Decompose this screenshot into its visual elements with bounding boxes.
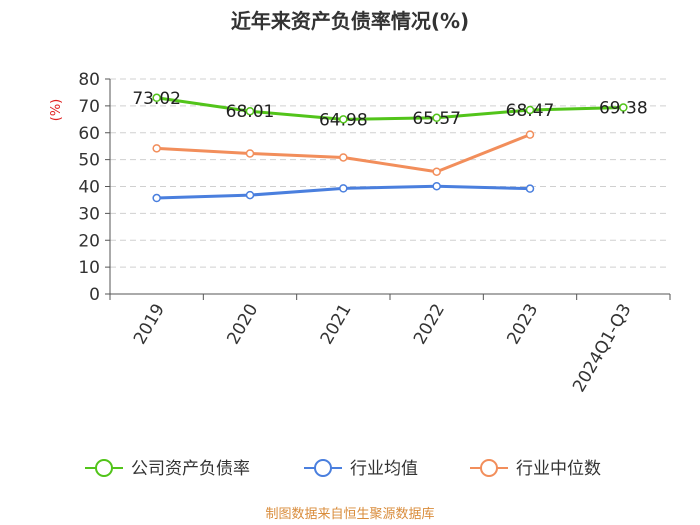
legend-item[interactable]: 公司资产负债率 xyxy=(85,459,250,479)
x-tick-label: 2022 xyxy=(410,301,449,348)
y-tick-label: 60 xyxy=(78,124,100,144)
legend[interactable]: 公司资产负债率 行业均值 行业中位数 xyxy=(85,459,601,479)
data-labels: 73.02 68.01 64.98 65.57 68.47 69.38 xyxy=(132,89,647,131)
y-tick-label: 50 xyxy=(78,151,100,171)
source-note: 制图数据来自恒生聚源数据库 xyxy=(265,506,434,522)
data-point xyxy=(339,153,348,162)
x-tick-label: 2019 xyxy=(130,301,169,348)
legend-label: 公司资产负债率 xyxy=(131,459,250,479)
legend-item[interactable]: 行业中位数 xyxy=(470,459,601,479)
data-point xyxy=(245,149,255,158)
data-point xyxy=(152,93,161,103)
data-label: 68.47 xyxy=(506,101,555,121)
data-label: 64.98 xyxy=(319,110,368,130)
data-point xyxy=(152,193,161,203)
series-group xyxy=(152,93,628,203)
data-label: 68.01 xyxy=(226,102,275,122)
y-tick-label: 30 xyxy=(78,204,100,224)
series-line xyxy=(156,96,624,121)
data-point xyxy=(432,113,441,123)
data-point xyxy=(432,181,441,191)
y-tick-label: 0 xyxy=(89,285,100,305)
data-point xyxy=(339,115,348,124)
data-point xyxy=(525,105,535,115)
data-label: 65.57 xyxy=(412,109,461,129)
data-point xyxy=(339,184,348,193)
data-point xyxy=(432,167,441,176)
legend-label: 行业中位数 xyxy=(516,459,601,479)
data-point xyxy=(619,103,628,112)
legend-item[interactable]: 行业均值 xyxy=(304,459,418,479)
y-tick-label: 20 xyxy=(78,231,100,251)
x-tick-label: 2020 xyxy=(223,301,262,348)
y-axis-unit: (%) xyxy=(49,99,64,122)
data-point xyxy=(245,190,255,200)
legend-marker xyxy=(480,459,498,477)
legend-marker xyxy=(314,459,332,477)
x-tick-label: 2023 xyxy=(503,301,542,348)
x-tick-label: 2021 xyxy=(317,301,356,348)
y-axis-ticks: 0 10 20 30 40 50 60 70 80 xyxy=(78,70,111,305)
x-axis: 2019 2020 2021 2022 2023 2024Q1-Q3 xyxy=(109,293,671,396)
chart-title: 近年来资产负债率情况(%) xyxy=(231,9,469,33)
data-point xyxy=(525,184,535,193)
y-tick-label: 40 xyxy=(78,178,100,198)
data-point xyxy=(525,130,535,139)
legend-label: 行业均值 xyxy=(350,459,418,479)
y-tick-label: 70 xyxy=(78,97,100,117)
series-line xyxy=(156,133,531,174)
data-point xyxy=(152,144,161,153)
legend-marker xyxy=(95,459,113,477)
y-tick-label: 10 xyxy=(78,258,100,278)
data-label: 73.02 xyxy=(132,89,181,109)
x-tick-label: 2024Q1-Q3 xyxy=(569,301,636,396)
data-point xyxy=(245,106,255,116)
y-tick-label: 80 xyxy=(78,70,100,90)
data-label: 69.38 xyxy=(599,99,648,119)
